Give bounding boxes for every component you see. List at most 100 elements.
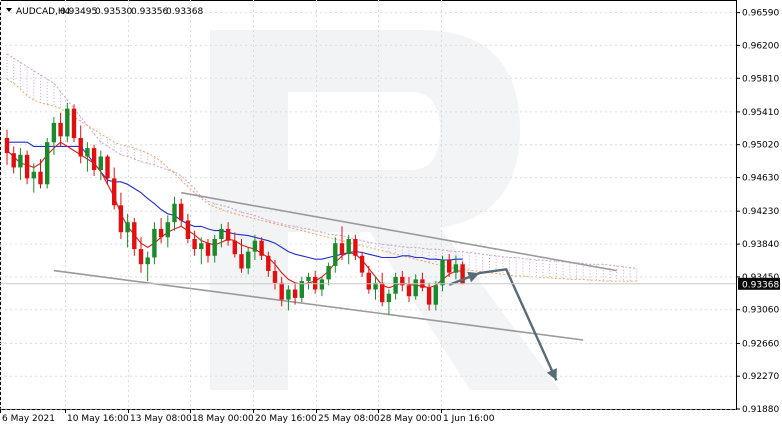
candle-16 — [112, 167, 117, 210]
candle-29 — [199, 237, 204, 265]
candle-47 — [319, 276, 325, 297]
candle-67 — [453, 255, 459, 280]
forecast-arrow — [448, 268, 558, 381]
candle-1 — [11, 146, 16, 174]
y-tick-label-5: 0.94630 — [742, 174, 779, 184]
x-tick-label-5: 25 May 08:00 — [318, 414, 380, 424]
candle-32 — [219, 223, 224, 248]
candle-58 — [393, 272, 398, 300]
candle-38 — [259, 237, 264, 260]
candle-36 — [246, 247, 251, 275]
candle-56 — [380, 272, 385, 307]
x-tick-label-0: 6 May 2021 — [2, 414, 55, 424]
candle-53 — [359, 251, 365, 277]
candle-42 — [286, 285, 291, 311]
candle-0 — [4, 129, 10, 165]
plot-area — [0, 0, 737, 410]
y-tick-label-7: 0.93840 — [742, 240, 779, 250]
candle-60 — [406, 276, 412, 303]
trend-channel — [53, 191, 617, 341]
candle-31 — [212, 234, 217, 263]
candle-18 — [125, 213, 130, 248]
candle-26 — [179, 198, 184, 227]
y-tick-label-1: 0.96200 — [742, 41, 779, 51]
x-tick-label-3: 18 May 00:00 — [192, 414, 254, 424]
candle-66 — [447, 254, 452, 277]
candle-4 — [31, 163, 36, 193]
cloud-hatch — [6, 53, 638, 282]
candle-11 — [78, 125, 83, 164]
y-tick-label-4: 0.95020 — [742, 141, 779, 151]
x-tick-label-7: 1 Jun 16:00 — [443, 414, 495, 424]
candle-45 — [306, 272, 311, 290]
forecast-path — [448, 268, 558, 381]
candle-5 — [38, 159, 43, 189]
watermark-logo — [210, 30, 560, 390]
channel-lower-line — [53, 269, 584, 341]
candle-43 — [292, 282, 298, 305]
candle-55 — [373, 276, 378, 300]
header-open: 0.93495 — [60, 7, 97, 17]
y-axis: 0.96590 0.96200 0.95810 0.95410 0.95020 0.946… — [0, 9, 780, 415]
x-tick-label-1: 10 May 16:00 — [67, 414, 129, 424]
candle-50 — [339, 226, 345, 260]
candle-39 — [266, 251, 271, 277]
candle-54 — [366, 265, 371, 294]
candle-9 — [65, 102, 70, 143]
header-close: 0.93368 — [166, 7, 203, 17]
header-triangle-icon — [6, 8, 12, 12]
candle-61 — [413, 274, 418, 300]
candle-24 — [165, 215, 170, 248]
channel-upper-line — [181, 191, 617, 272]
candle-64 — [433, 281, 438, 311]
candle-37 — [252, 234, 258, 260]
y-tick-label-3: 0.95410 — [742, 108, 779, 118]
candle-28 — [192, 230, 197, 256]
candle-17 — [118, 192, 124, 239]
candle-13 — [91, 144, 97, 176]
y-tick-label-6: 0.94230 — [742, 207, 779, 217]
y-tick-label-12: 0.91880 — [742, 405, 779, 415]
candle-12 — [85, 142, 90, 172]
candle-20 — [138, 237, 144, 273]
x-tick-label-2: 13 May 08:00 — [130, 414, 192, 424]
y-tick-label-0: 0.96590 — [742, 9, 779, 19]
chart-grid — [0, 0, 736, 410]
candle-63 — [426, 282, 432, 311]
candle-34 — [232, 232, 237, 258]
candle-23 — [158, 218, 164, 244]
candle-41 — [279, 276, 284, 307]
y-tick-label-11: 0.92270 — [742, 372, 779, 382]
candle-30 — [205, 239, 211, 263]
candle-3 — [24, 150, 30, 185]
candle-27 — [185, 213, 191, 244]
candle-7 — [51, 117, 57, 155]
x-axis: 6 May 2021 10 May 16:00 13 May 08:00 18 May… — [0, 409, 495, 424]
candle-14 — [98, 150, 103, 181]
candle-10 — [71, 104, 77, 143]
candle-19 — [132, 218, 137, 256]
candle-35 — [239, 239, 244, 273]
y-tick-label-9: 0.93060 — [742, 306, 779, 316]
candle-15 — [105, 154, 110, 185]
chart-header: AUDCAD,H4 0.93495 0.93530 0.93356 0.9336… — [6, 7, 203, 17]
header-symbol: AUDCAD,H4 — [16, 7, 71, 17]
header-low: 0.93356 — [131, 7, 168, 17]
candle-2 — [18, 148, 23, 181]
candle-44 — [299, 276, 304, 303]
x-tick-label-4: 20 May 16:00 — [255, 414, 317, 424]
header-high: 0.93530 — [95, 7, 132, 17]
candle-33 — [225, 222, 231, 246]
candle-22 — [152, 222, 157, 265]
candle-48 — [326, 262, 331, 286]
y-tick-label-2: 0.95810 — [742, 74, 779, 84]
candle-46 — [313, 271, 318, 294]
candle-57 — [386, 289, 392, 315]
candle-6 — [45, 138, 50, 189]
candle-8 — [58, 112, 63, 147]
candles — [4, 102, 465, 315]
x-tick-label-6: 28 May 00:00 — [380, 414, 442, 424]
candle-21 — [145, 251, 150, 282]
current-price-badge — [738, 277, 780, 290]
